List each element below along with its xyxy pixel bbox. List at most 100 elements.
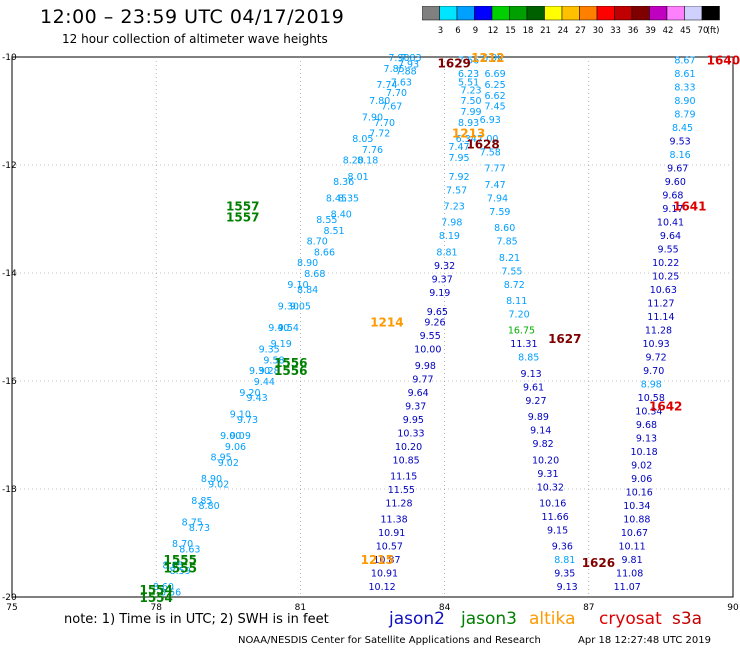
pass-time-label: 1554 [139,591,172,605]
wave-height-label: 9.06 [225,442,246,453]
wave-height-label: 11.28 [385,499,412,510]
legend-jason3: jason3 [461,609,517,629]
wave-height-label: 8.93 [458,118,479,129]
wave-height-label: 9.44 [254,377,275,388]
scale-label: 21 [540,26,551,36]
scale-label: 36 [628,26,639,36]
wave-height-label: 7.88 [396,67,417,78]
wave-height-label: 7.58 [480,148,501,159]
wave-height-label: 9.64 [408,388,429,399]
x-tick-label: 75 [6,603,17,613]
wave-height-label: 7.85 [497,237,518,248]
wave-height-label: 8.67 [674,56,695,67]
wave-height-label: 7.57 [446,185,467,196]
wave-height-label: 9.37 [432,274,453,285]
pass-time-label: 1626 [582,556,615,570]
wave-height-label: 9.09 [230,431,251,442]
wave-height-label: 10.00 [414,345,441,356]
wave-height-label: 11.28 [645,326,672,337]
x-tick-label: 81 [295,603,306,613]
wave-height-label: 8.98 [641,380,662,391]
wave-height-label: 9.36 [552,542,573,553]
wave-height-label: 8.70 [172,539,193,550]
wave-height-label: 6.90 [482,53,503,64]
wave-height-label: 10.32 [537,482,564,493]
wave-height-label: 9.64 [660,231,681,242]
wave-height-label: 10.34 [623,501,650,512]
y-tick-label: -14 [2,269,17,279]
wave-height-label: 10.12 [369,582,396,593]
pass-time-label: 1212 [471,51,504,65]
page-subtitle: 12 hour collection of altimeter wave hei… [62,32,328,46]
scale-label: 3 [438,26,443,36]
wave-height-label: 7.92 [448,172,469,183]
wave-height-label: 7.93 [398,59,419,70]
wave-height-label: 8.60 [494,223,515,234]
wave-height-label: 10.20 [395,442,422,453]
wave-height-label: 8.66 [314,247,335,258]
wave-height-label: 7.95 [448,153,469,164]
wave-height-label: 7.85 [384,64,405,75]
wave-height-label: 9.40 [268,323,289,334]
wave-height-label: 9.14 [530,426,551,437]
wave-height-label: 7.23 [460,85,481,96]
wave-height-label: 9.17 [662,204,683,215]
scale-label: 45 [680,26,691,36]
wave-height-label: 16.75 [508,326,535,337]
wave-height-label: 9.19 [271,339,292,350]
wave-height-label: 8.80 [198,501,219,512]
wave-height-label: 9.68 [662,191,683,202]
wave-height-label: 8.90 [201,474,222,485]
wave-height-label: 9.00 [220,431,241,442]
wave-height-label: 7.90 [388,53,409,64]
wave-height-label: 7.56 [458,56,479,67]
wave-height-label: 7.20 [509,310,530,321]
wave-height-label: 8.35 [338,193,359,204]
wave-height-label: 6.69 [484,69,505,80]
wave-height-label: 7.55 [501,266,522,277]
wave-height-label: 10.16 [539,499,566,510]
wave-height-label: 9.98 [415,361,436,372]
y-tick-label: -18 [2,485,17,495]
scale-swatch [701,6,720,21]
wave-height-label: 10.87 [373,555,400,566]
wave-height-label: 8.55 [316,215,337,226]
wave-height-label: 7.94 [487,193,508,204]
wave-height-label: 8.90 [674,96,695,107]
wave-height-label: 9.43 [247,393,268,404]
wave-height-label: 11.55 [388,485,415,496]
wave-height-label: 7.50 [460,96,481,107]
wave-height-label: 9.68 [636,420,657,431]
wave-height-label: 10.88 [623,515,650,526]
pass-time-label: 1628 [466,137,499,151]
wave-height-label: 9.55 [420,331,441,342]
y-tick-label: -10 [2,53,17,63]
pass-time-label: 1555 [164,553,197,567]
wave-height-label: 8.05 [352,134,373,145]
wave-height-label: 7.90 [362,112,383,123]
y-tick-label: -12 [2,161,17,171]
wave-height-label: 7.45 [484,102,505,113]
wave-height-label: 9.10 [230,409,251,420]
wave-height-label: 8.79 [674,110,695,121]
wave-height-label: 11.08 [616,569,643,580]
wave-height-label: 7.67 [381,102,402,113]
y-tick-label: -16 [2,377,17,387]
wave-height-label: 7.59 [489,207,510,218]
pass-time-label: 1213 [452,127,485,141]
wave-height-label: 11.31 [510,339,537,350]
wave-height-label: 6.25 [484,80,505,91]
wave-height-label: 9.89 [528,412,549,423]
wave-height-label: 8.56 [160,588,181,599]
wave-height-label: 10.16 [626,488,653,499]
x-tick-label: 90 [727,603,739,613]
wave-height-label: 9.02 [631,461,652,472]
wave-height-label: 11.27 [647,299,674,310]
wave-height-label: 7.00 [477,134,498,145]
wave-height-label: 11.38 [381,515,408,526]
wave-height-label: 8.68 [304,269,325,280]
page-title: 12:00 – 23:59 UTC 04/17/2019 [40,6,345,28]
pass-time-label: 1627 [548,332,581,346]
wave-height-label: 10.33 [397,428,424,439]
